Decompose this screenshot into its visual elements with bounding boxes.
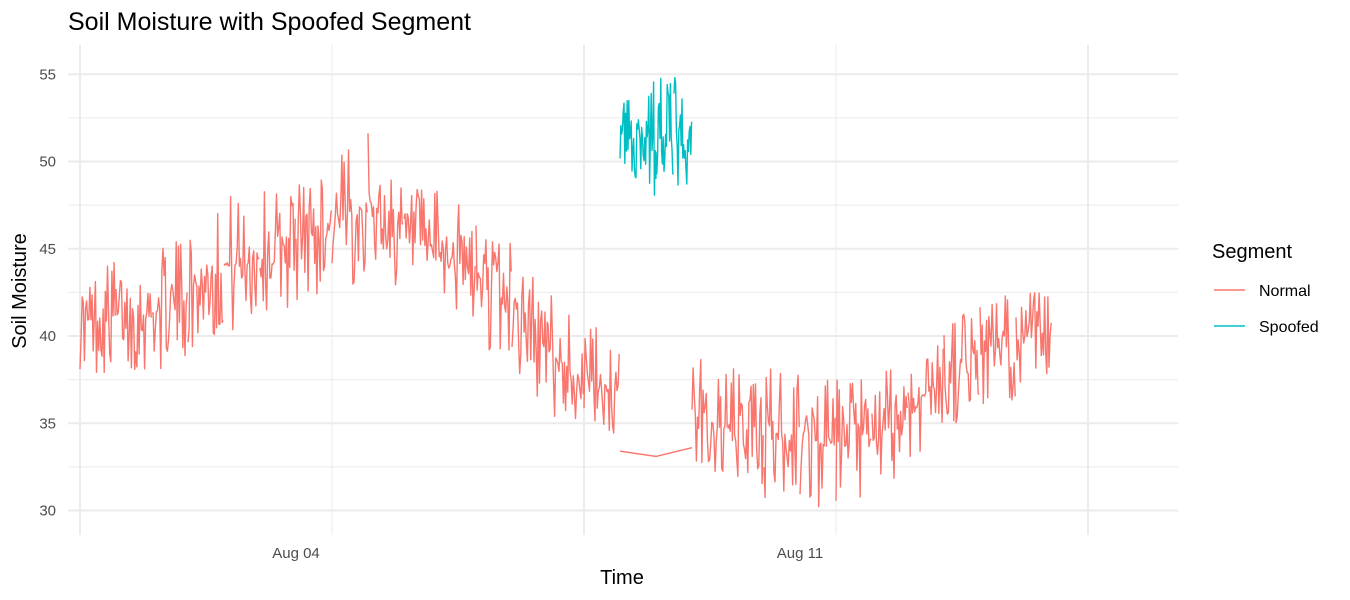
normal-series-line (1015, 292, 1052, 383)
x-tick-label: Aug 11 (777, 545, 823, 562)
legend-title: Segment (1212, 241, 1292, 263)
normal-series-line (475, 225, 512, 351)
normal-series-line (367, 133, 404, 286)
normal-series-line (295, 179, 332, 301)
chart-title: Soil Moisture with Spoofed Segment (68, 8, 471, 36)
normal-series-line (511, 276, 548, 397)
axis-ticks: 30 35 40 45 50 55 Aug 04 Aug 11 (39, 66, 823, 562)
normal-series-line (259, 191, 296, 311)
normal-series-line (727, 368, 764, 485)
legend-label-spoofed: Spoofed (1259, 319, 1319, 336)
normal-series-line (871, 369, 908, 479)
y-tick-label: 30 (39, 503, 56, 520)
normal-series-line (79, 261, 116, 374)
legend-label-normal: Normal (1259, 283, 1311, 300)
normal-series-line (691, 358, 728, 473)
x-tick-label: Aug 04 (272, 545, 320, 562)
normal-series-line (403, 188, 440, 266)
spoofed-series-line (619, 81, 657, 196)
y-tick-label: 55 (39, 66, 56, 83)
y-tick-label: 45 (39, 241, 56, 258)
normal-series-line (331, 149, 368, 285)
legend-items: Normal Spoofed (1214, 283, 1319, 336)
legend: Segment Normal Spoofed (1212, 241, 1319, 336)
normal-series-line (115, 279, 152, 371)
normal-series-line (151, 241, 188, 370)
normal-series-line (979, 295, 1016, 405)
normal-series-line (835, 379, 872, 501)
y-tick-label: 40 (39, 328, 56, 345)
normal-series-line (439, 204, 476, 317)
normal-series-line (763, 368, 800, 499)
normal-series-line (223, 195, 260, 331)
y-axis-title: Soil Moisture (9, 233, 31, 349)
normal-series-line (907, 345, 944, 458)
y-tick-label: 50 (39, 154, 56, 171)
normal-series-line (187, 213, 224, 348)
y-tick-label: 35 (39, 415, 56, 432)
normal-series-line (943, 313, 980, 424)
x-axis-title: Time (600, 567, 644, 589)
normal-series-line (547, 295, 584, 420)
normal-gap-bridge (619, 447, 693, 458)
series-layer (79, 76, 1052, 508)
normal-series-line (799, 379, 836, 508)
spoofed-series-line (655, 77, 675, 175)
normal-series-line (583, 327, 620, 434)
spoofed-series-line (673, 76, 693, 186)
